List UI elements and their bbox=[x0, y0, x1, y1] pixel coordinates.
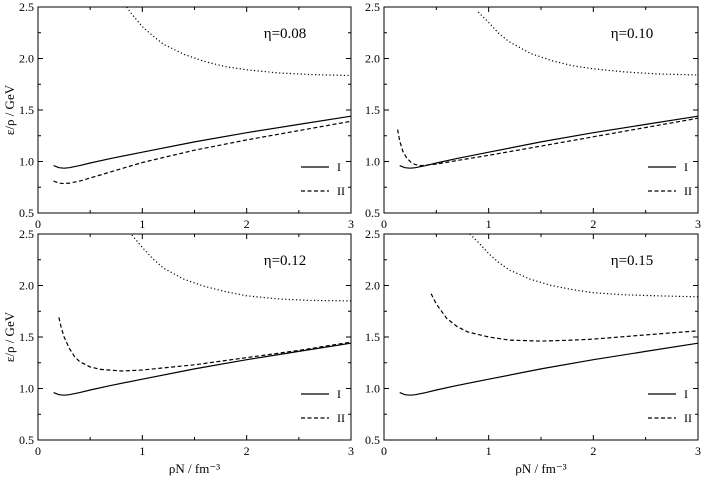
y-tick-label: 1.0 bbox=[365, 155, 380, 169]
y-tick-label: 0.5 bbox=[19, 433, 34, 447]
y-tick-label: 2.5 bbox=[365, 227, 380, 241]
curve-ii bbox=[430, 293, 699, 342]
legend-label-ii: II bbox=[684, 184, 692, 198]
y-tick-label: 2.0 bbox=[365, 52, 380, 66]
y-tick-label: 2.5 bbox=[365, 0, 380, 14]
x-tick-label: 2 bbox=[590, 217, 596, 231]
curve-i bbox=[399, 115, 699, 169]
x-tick-label: 0 bbox=[35, 217, 41, 231]
y-tick-label: 1.5 bbox=[19, 103, 34, 117]
y-axis-title: ε/ρ / GeV bbox=[2, 311, 17, 362]
y-tick-label: 1.5 bbox=[365, 103, 380, 117]
panel-label: η=0.10 bbox=[611, 26, 654, 42]
curve-dotted bbox=[477, 11, 699, 76]
x-tick-label: 1 bbox=[486, 444, 492, 458]
y-tick-label: 2.0 bbox=[365, 279, 380, 293]
x-tick-label: 2 bbox=[244, 217, 250, 231]
panel-label: η=0.12 bbox=[264, 253, 307, 269]
legend-label-i: I bbox=[337, 387, 341, 401]
curve-i bbox=[53, 115, 352, 169]
y-tick-label: 0.5 bbox=[365, 433, 380, 447]
legend-label-ii: II bbox=[684, 411, 692, 425]
y-tick-label: 1.5 bbox=[365, 330, 380, 344]
x-tick-label: 3 bbox=[348, 444, 354, 458]
y-tick-label: 2.0 bbox=[19, 52, 34, 66]
legend-label-i: I bbox=[684, 160, 688, 174]
legend-label-i: I bbox=[337, 160, 341, 174]
x-axis-title: ρN / fm⁻³ bbox=[169, 461, 220, 476]
y-tick-label: 0.5 bbox=[365, 206, 380, 220]
legend-label-ii: II bbox=[337, 184, 345, 198]
x-axis-title: ρN / fm⁻³ bbox=[515, 461, 566, 476]
x-tick-label: 0 bbox=[381, 444, 387, 458]
y-tick-label: 1.0 bbox=[365, 382, 380, 396]
y-tick-label: 1.0 bbox=[19, 155, 34, 169]
curve-i bbox=[399, 342, 699, 396]
x-tick-label: 3 bbox=[695, 444, 701, 458]
x-tick-label: 1 bbox=[139, 444, 145, 458]
x-tick-label: 3 bbox=[348, 217, 354, 231]
curve-dotted bbox=[469, 233, 699, 298]
x-tick-label: 2 bbox=[244, 444, 250, 458]
panel-label: η=0.08 bbox=[264, 26, 307, 42]
curve-dotted bbox=[131, 234, 352, 302]
curve-i bbox=[53, 342, 352, 396]
y-tick-label: 0.5 bbox=[19, 206, 34, 220]
x-tick-label: 3 bbox=[695, 217, 701, 231]
curve-ii bbox=[53, 120, 352, 185]
legend-label-ii: II bbox=[337, 411, 345, 425]
y-tick-label: 2.0 bbox=[19, 279, 34, 293]
curve-ii bbox=[58, 317, 352, 372]
y-axis-title: ε/ρ / GeV bbox=[2, 84, 17, 135]
x-tick-label: 1 bbox=[139, 217, 145, 231]
curve-dotted bbox=[126, 6, 352, 77]
curve-ii bbox=[397, 117, 699, 167]
x-tick-label: 0 bbox=[35, 444, 41, 458]
chart-panel-3: 0 1 2 3 0.5 1.0 1.5 2.0 2.5 ε/ρ / GeV ρN / fm⁻³ η=0… bbox=[2, 227, 354, 476]
y-tick-label: 1.5 bbox=[19, 330, 34, 344]
legend-label-i: I bbox=[684, 387, 688, 401]
panel-label: η=0.15 bbox=[611, 253, 654, 269]
y-tick-label: 2.5 bbox=[19, 227, 34, 241]
x-tick-label: 1 bbox=[486, 217, 492, 231]
y-tick-label: 2.5 bbox=[19, 0, 34, 14]
y-tick-label: 1.0 bbox=[19, 382, 34, 396]
x-tick-label: 0 bbox=[381, 217, 387, 231]
x-tick-label: 2 bbox=[590, 444, 596, 458]
